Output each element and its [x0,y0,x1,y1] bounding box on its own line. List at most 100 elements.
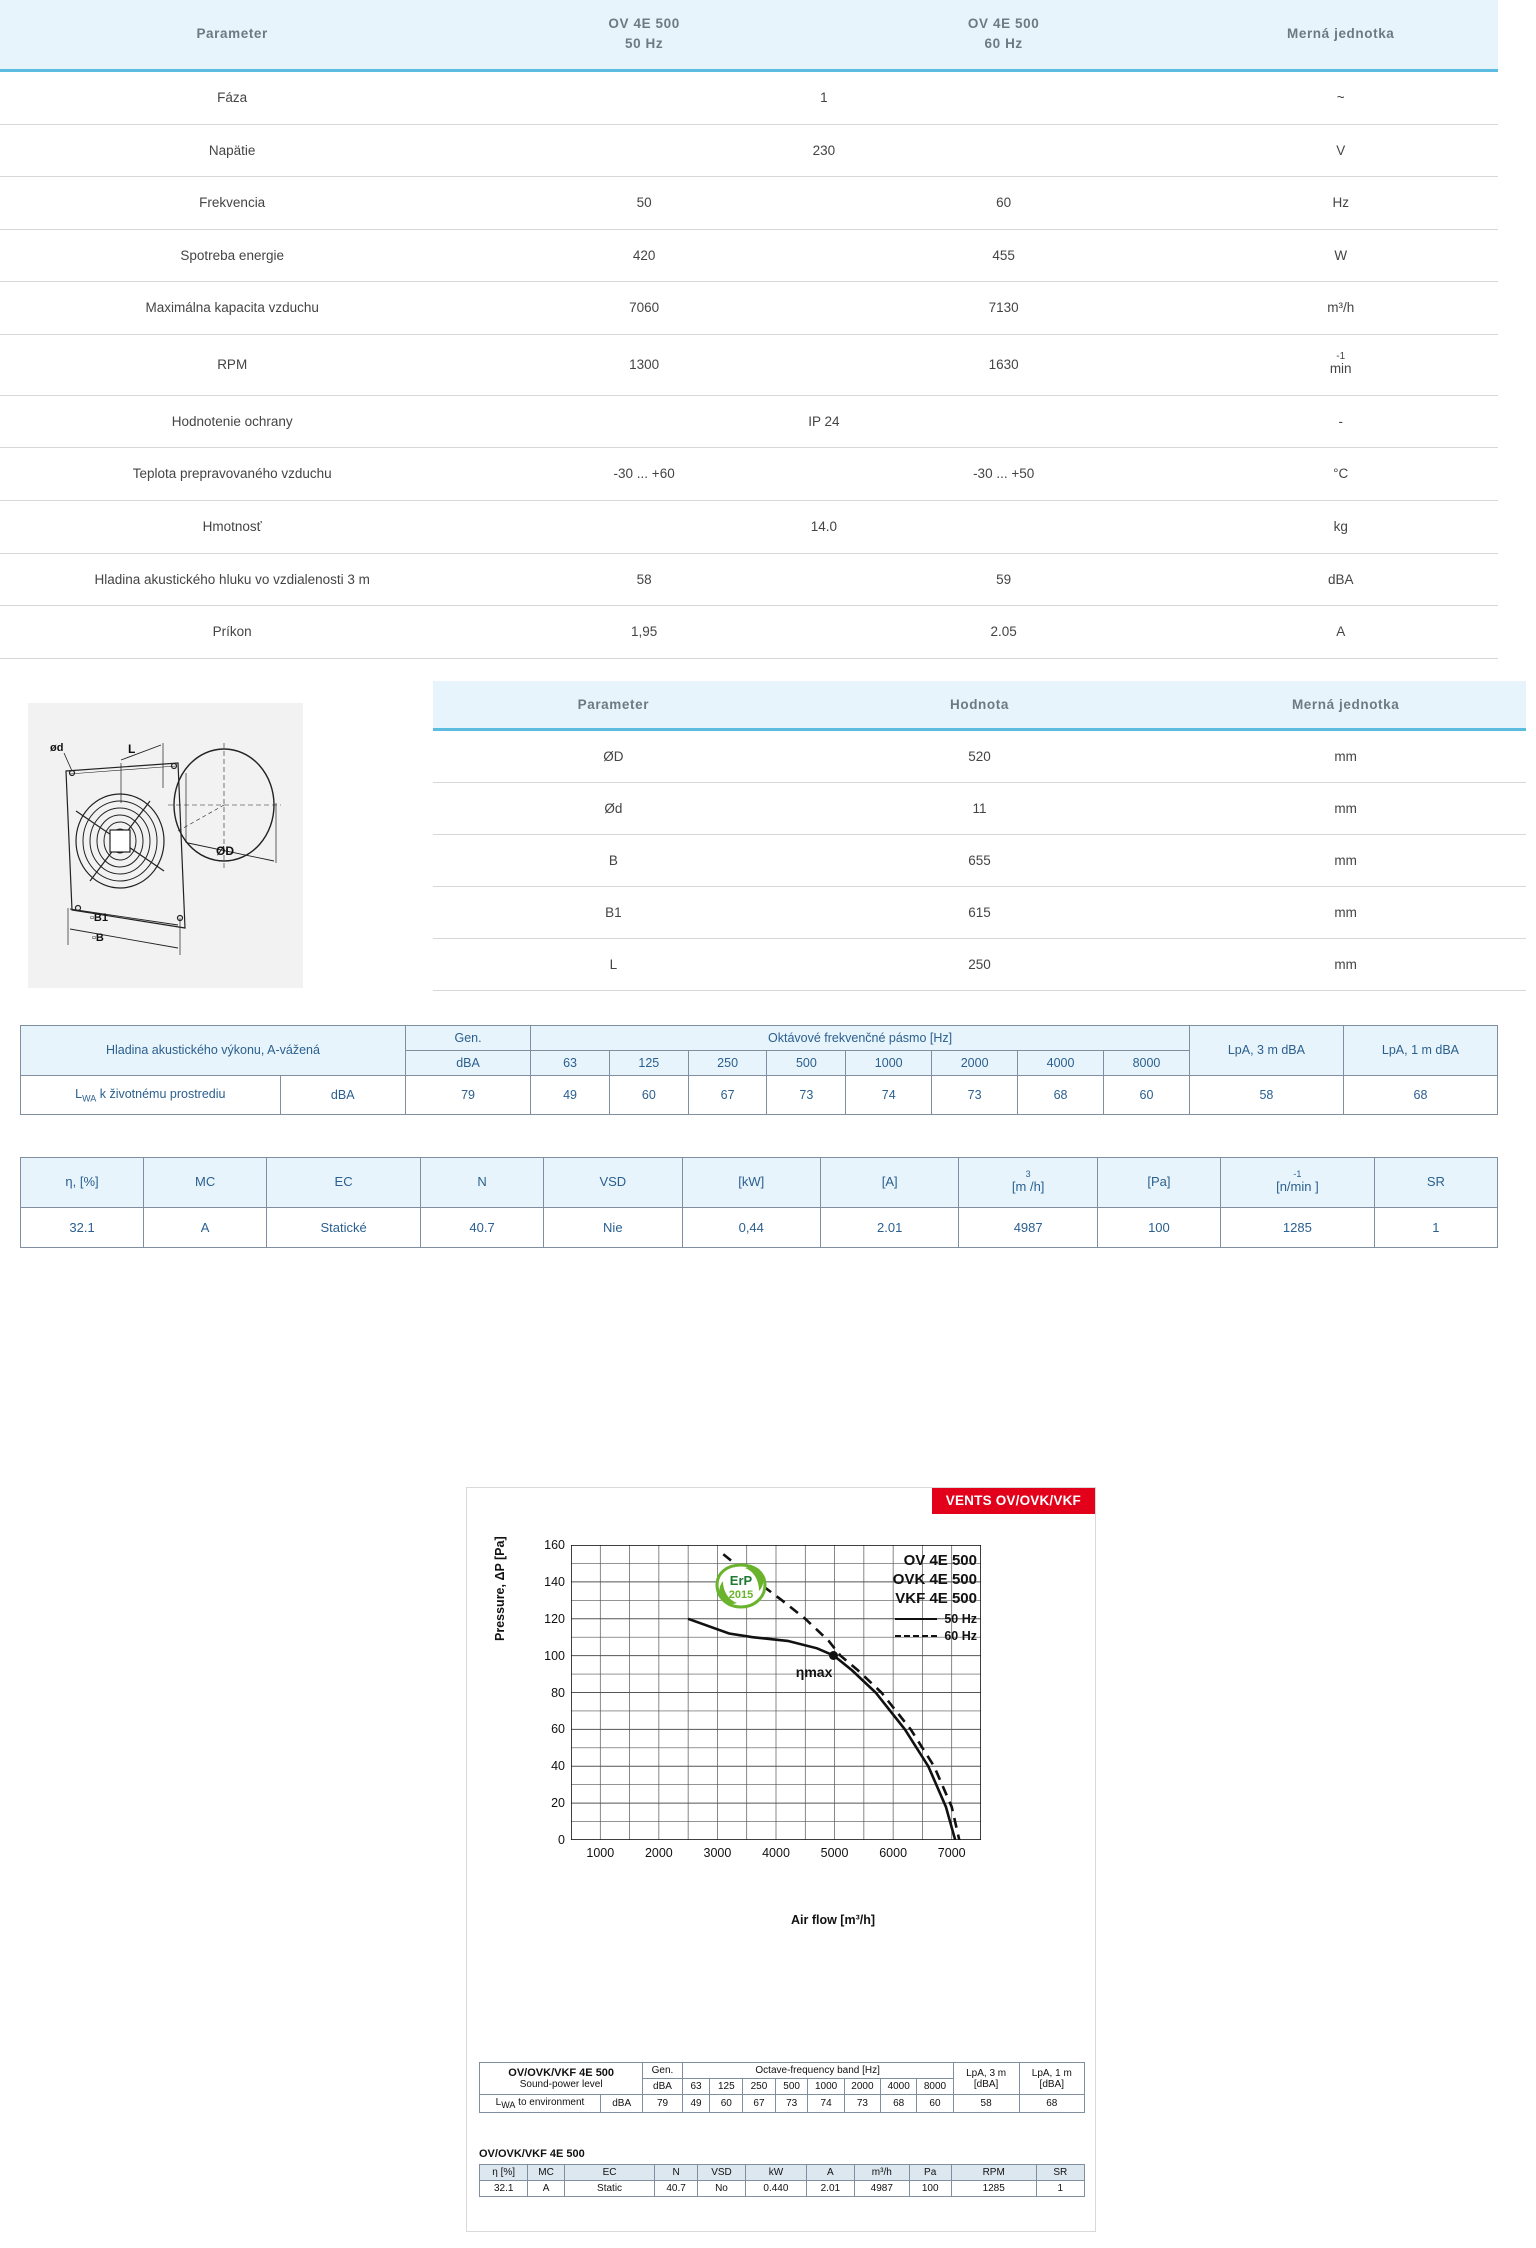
chart-y-tick: 20 [551,1796,565,1811]
spec-row-value-shared: 1 [464,70,1184,125]
spec-row-value-shared: 230 [464,124,1184,178]
spec-row-unit: Hz [1183,176,1498,230]
dimension-row-value: 11 [793,782,1166,835]
acoustic-band-header: 125 [608,1049,689,1076]
spec-row: Fáza 1 ~ [0,70,1498,125]
eff-header-vsd: VSD [543,1157,683,1208]
chart-y-tick: 140 [544,1574,565,1589]
acoustic-gen-unit: dBA [404,1049,532,1076]
spec-row-value-shared: 14.0 [464,500,1184,554]
mini-sound-lpa1: LpA, 1 m [dBA] [1018,2062,1086,2095]
mini-sound-power-table-wrap: OV/OVK/VKF 4E 500 Sound-power level Gen.… [478,2062,1086,2113]
spec-row-value-60hz: 60 [823,176,1184,230]
spec-row-unit: - [1183,395,1498,449]
mini-eff-header-cell: A [805,2164,856,2181]
acoustic-lpa3-label: LpA, 3 m dBA [1188,1024,1344,1076]
eff-value-cell: 0,44 [681,1206,821,1248]
chart-y-tick: 160 [544,1538,565,1552]
acoustic-row-label: LWA k životnému prostrediu [20,1074,281,1116]
chart-plot-area: Pressure, ΔP [Pa] 0 20 40 60 80 100 120 140 160 … [493,1536,982,1927]
acoustic-band-value: 68 [1017,1074,1105,1116]
mini-sound-row-label-L: L [495,2097,502,2108]
legend-entry-50hz: 50 Hz [893,1612,977,1626]
spec-row-unit: ~ [1183,70,1498,125]
dim-header-unit: Merná jednotka [1165,680,1526,731]
mini-sound-band-value: 60 [709,2094,744,2113]
eta-max-label: ηmax [795,1663,833,1680]
spec-row: Teplota prepravovaného vzduchu -30 ... +6… [0,447,1498,501]
mini-eff-value-cell: 1 [1035,2180,1086,2197]
acoustic-band-value: 67 [687,1074,768,1116]
series-50hz-line [687,1617,957,1841]
spec-header-60hz-model: OV 4E 500 [967,16,1040,31]
acoustic-header-row-2: dBA 63 125 250 500 1000 2000 4000 8000 [21,1049,1498,1076]
spec-row-parameter: Spotreba energie [0,229,465,283]
acoustic-band-value: 60 [608,1074,689,1116]
acoustic-row-unit: dBA [279,1074,406,1116]
spec-row: RPM 1300 1630 -1 min [0,334,1498,396]
spec-header-50hz-model: OV 4E 500 [608,16,680,31]
spec-header-parameter: Parameter [0,0,465,73]
spec-row-value-50hz: -30 ... +60 [464,447,824,501]
mini-sound-band-value: 60 [916,2094,954,2113]
mini-eff-value-cell: 32.1 [478,2180,529,2197]
mini-eff-value-cell: A [527,2180,565,2197]
dim-header-row: Parameter Hodnota Merná jednotka [433,680,1526,731]
chart-y-tick: 40 [551,1759,565,1774]
eff-header-flow-sup: 3 [1025,1169,1031,1180]
erp-2015-icon: ErP 2015 [715,1563,767,1609]
eta-max-marker [829,1651,839,1661]
mini-eff-value-cell: 2.01 [805,2180,856,2197]
mini-sound-band-value: 73 [843,2094,882,2113]
mini-sound-title-cell: OV/OVK/VKF 4E 500 Sound-power level [478,2062,644,2095]
mini-sound-lpa1-value: 68 [1018,2094,1086,2113]
spec-row-value-60hz: -30 ... +50 [823,447,1184,501]
acoustic-band-value: 73 [931,1074,1019,1116]
mini-sound-band-header: 63 [681,2078,711,2095]
chart-x-tick: 4000 [762,1846,790,1860]
svg-text:2015: 2015 [729,1589,753,1601]
mini-sound-band-header: 2000 [843,2078,882,2095]
chart-x-tick: 5000 [820,1846,849,1860]
mini-sound-band-header: 4000 [880,2078,918,2095]
dimension-row-value: 520 [793,729,1166,783]
spec-header-50hz: OV 4E 500 50 Hz [464,0,824,73]
spec-row-parameter: Príkon [0,605,465,659]
mini-sound-subtitle: Sound-power level [519,2079,603,2090]
spec-row-value-shared: IP 24 [464,395,1184,449]
legend-label-60hz: 60 Hz [944,1628,977,1643]
dimension-row-unit: mm [1165,834,1526,887]
chart-x-axis-label: Air flow [m³/h] [791,1913,876,1927]
chart-x-tick: 7000 [937,1846,966,1860]
spec-row: Hmotnosť 14.0 kg [0,500,1498,554]
eff-header-mc: MC [143,1157,268,1208]
dimensions-section: ød L ØD ▫B1 ▫B Parameter Hodnota Merná j… [0,680,1536,991]
spec-row-unit: °C [1183,447,1498,501]
acoustic-lpa3-value: 58 [1188,1074,1344,1116]
spec-row-parameter: Hmotnosť [0,500,465,554]
mini-eff-value-cell: 100 [908,2180,952,2197]
mini-sound-band-value: 68 [880,2094,918,2113]
chart-y-tick: 120 [544,1611,565,1626]
mini-eff-value-cell: 0.440 [745,2180,807,2197]
eff-header-sr: SR [1373,1157,1499,1208]
spec-row: Napätie 230 V [0,124,1498,178]
eff-header-n: N [419,1157,545,1208]
fan-drawing-svg: ød L ØD ▫B1 ▫B [50,742,281,955]
acoustic-gen-value: 79 [404,1074,532,1116]
chart-x-tick: 6000 [879,1846,908,1860]
spec-row-value-50hz: 7060 [464,281,824,335]
spec-row-value-50hz: 50 [464,176,824,230]
chart-y-tick: 100 [544,1648,565,1663]
mini-sound-octave: Octave-frequency band [Hz] [681,2062,954,2079]
spec-row-value-50hz: 420 [464,229,824,283]
legend-label-50hz: 50 Hz [944,1611,977,1626]
acoustic-band-header: 1000 [845,1049,933,1076]
spec-row-value-50hz: 1300 [464,334,824,396]
mini-sound-band-value: 49 [681,2094,711,2113]
acoustic-band-header: 500 [766,1049,847,1076]
mini-eff-header-cell: RPM [950,2164,1037,2181]
